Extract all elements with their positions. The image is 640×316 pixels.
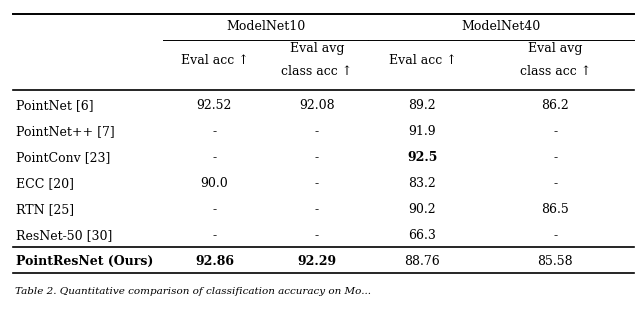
Text: ResNet-50 [30]: ResNet-50 [30]: [16, 229, 113, 242]
Text: Eval avg: Eval avg: [289, 42, 344, 56]
Text: 88.76: 88.76: [404, 255, 440, 268]
Text: PointNet [6]: PointNet [6]: [16, 99, 93, 112]
Text: ModelNet10: ModelNet10: [226, 20, 305, 33]
Text: -: -: [553, 177, 557, 190]
Text: 92.29: 92.29: [297, 255, 337, 268]
Text: Eval avg: Eval avg: [528, 42, 582, 56]
Text: RTN [25]: RTN [25]: [16, 203, 74, 216]
Text: -: -: [553, 125, 557, 138]
Text: 83.2: 83.2: [408, 177, 436, 190]
Text: Table 2. Quantitative comparison of classification accuracy on Mo...: Table 2. Quantitative comparison of clas…: [15, 288, 371, 296]
Text: -: -: [315, 125, 319, 138]
Text: 92.08: 92.08: [299, 99, 335, 112]
Text: 86.2: 86.2: [541, 99, 569, 112]
Text: PointNet++ [7]: PointNet++ [7]: [16, 125, 115, 138]
Text: -: -: [553, 229, 557, 242]
Text: -: -: [212, 229, 216, 242]
Text: 91.9: 91.9: [408, 125, 436, 138]
Text: -: -: [553, 151, 557, 164]
Text: -: -: [315, 177, 319, 190]
Text: -: -: [212, 203, 216, 216]
Text: 92.86: 92.86: [195, 255, 234, 268]
Text: Eval acc ↑: Eval acc ↑: [388, 53, 456, 67]
Text: 92.5: 92.5: [407, 151, 438, 164]
Text: 90.0: 90.0: [200, 177, 228, 190]
Text: 90.2: 90.2: [408, 203, 436, 216]
Text: ECC [20]: ECC [20]: [16, 177, 74, 190]
Text: ModelNet40: ModelNet40: [461, 20, 540, 33]
Text: -: -: [315, 203, 319, 216]
Text: -: -: [315, 229, 319, 242]
Text: class acc ↑: class acc ↑: [281, 64, 353, 78]
Text: -: -: [212, 125, 216, 138]
Text: 92.52: 92.52: [196, 99, 232, 112]
Text: PointResNet (Ours): PointResNet (Ours): [16, 255, 154, 268]
Text: 86.5: 86.5: [541, 203, 569, 216]
Text: class acc ↑: class acc ↑: [520, 64, 591, 78]
Text: -: -: [212, 151, 216, 164]
Text: 89.2: 89.2: [408, 99, 436, 112]
Text: 85.58: 85.58: [538, 255, 573, 268]
Text: -: -: [315, 151, 319, 164]
Text: PointConv [23]: PointConv [23]: [16, 151, 110, 164]
Text: Eval acc ↑: Eval acc ↑: [180, 53, 248, 67]
Text: 66.3: 66.3: [408, 229, 436, 242]
